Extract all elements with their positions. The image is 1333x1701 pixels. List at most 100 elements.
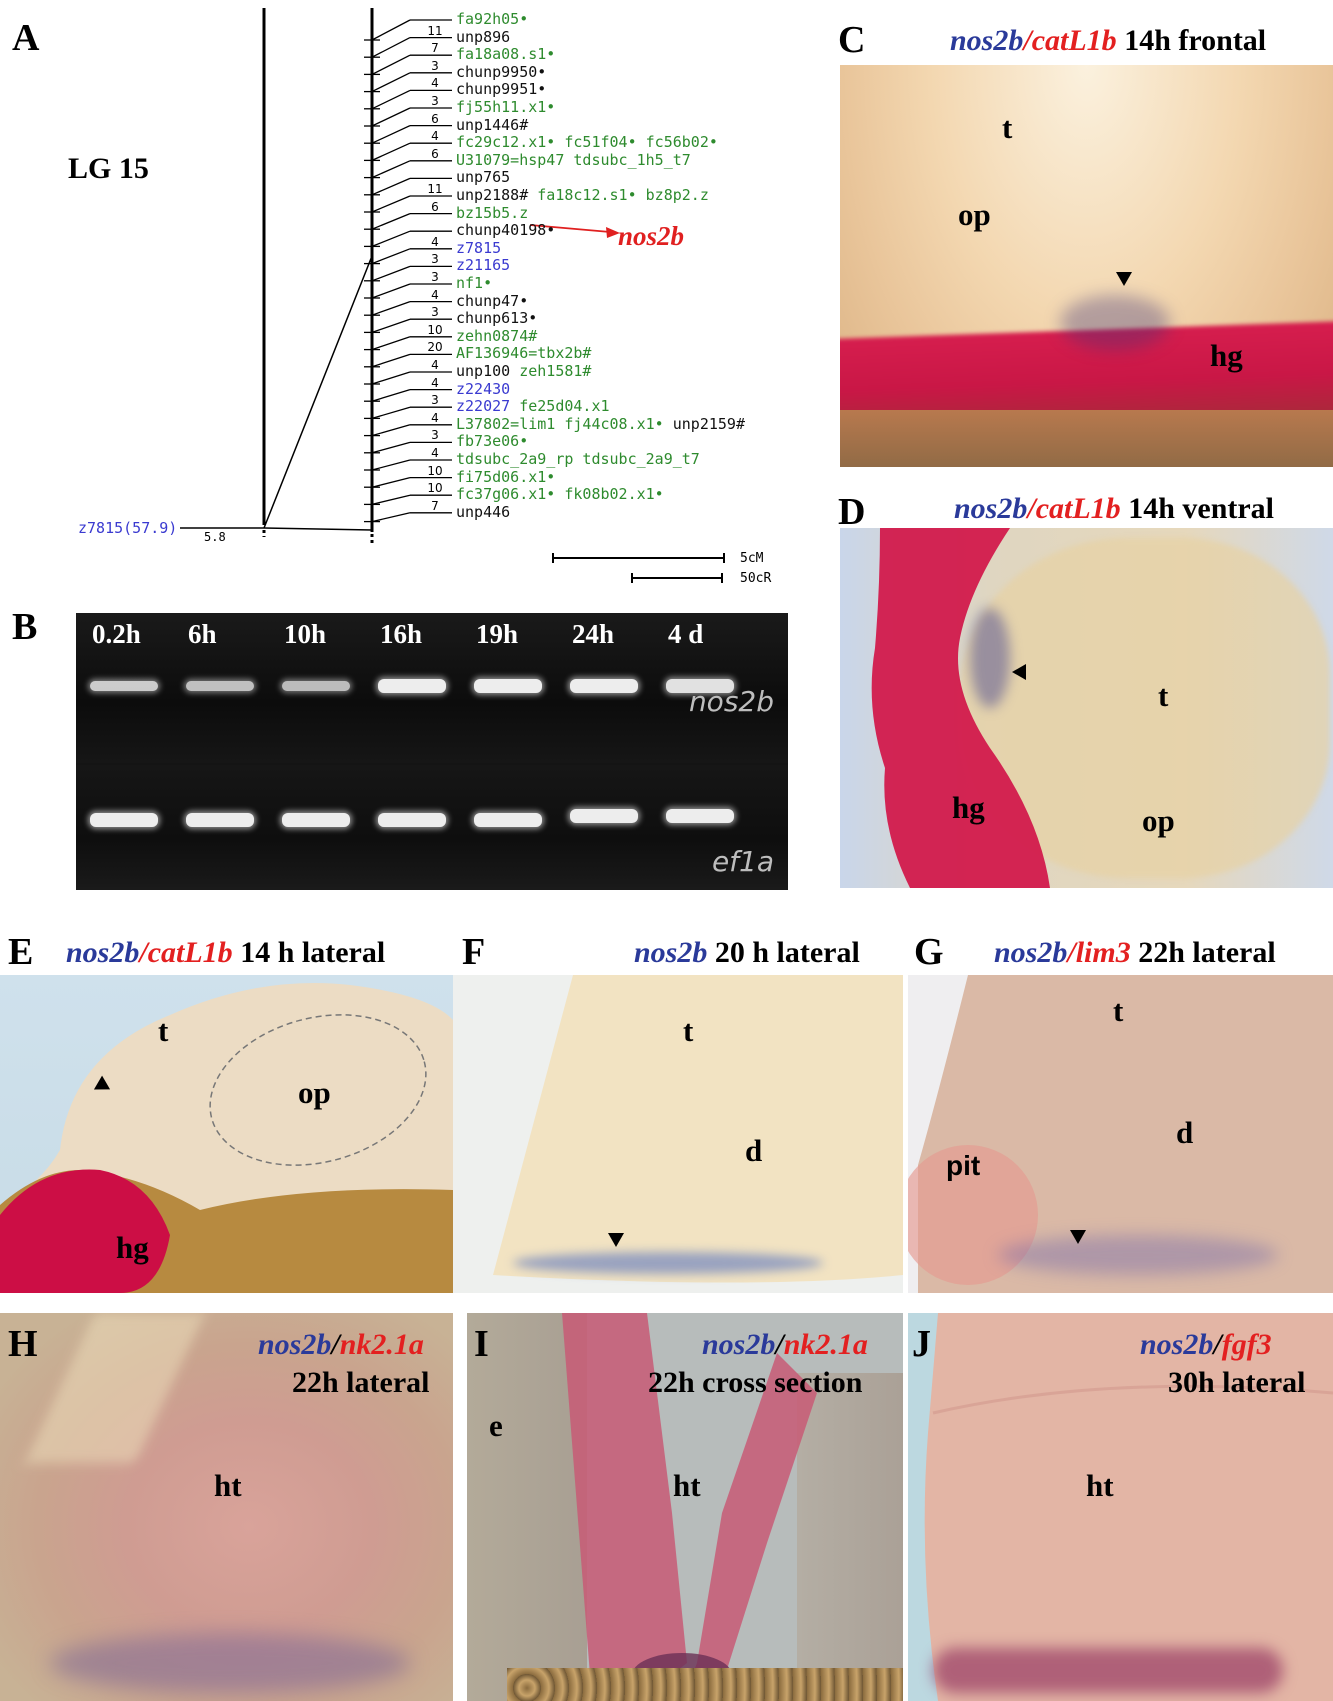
marker-8: U31079=hsp47 tdsubc_1h5_t7 bbox=[456, 150, 691, 169]
marker-count-3: 3 bbox=[431, 58, 439, 73]
marker-26: fi75d06.x1• bbox=[456, 467, 556, 486]
lane-label-5: 24h bbox=[572, 619, 615, 649]
marker-leader-18 bbox=[371, 336, 411, 351]
marker-leader-14 bbox=[371, 265, 411, 282]
marker-11: bz15b5.z bbox=[456, 203, 529, 222]
band-ef1a-0 bbox=[90, 813, 158, 827]
band-nos2b-2 bbox=[282, 681, 350, 691]
marker-count-23: 4 bbox=[431, 410, 439, 425]
label-t: t bbox=[683, 1013, 694, 1048]
marker-leader-2 bbox=[371, 54, 411, 75]
marker-count-5: 3 bbox=[431, 94, 439, 108]
label-op: op bbox=[1142, 803, 1175, 838]
marker-leader-10 bbox=[371, 195, 411, 213]
marker-count-1: 11 bbox=[427, 23, 443, 38]
marker-12: chunp40198• bbox=[456, 221, 556, 240]
marker-leader-12 bbox=[371, 230, 411, 248]
band-ef1a-1 bbox=[186, 813, 254, 827]
marker-count-16: 4 bbox=[431, 287, 439, 302]
marker-count-13: 4 bbox=[431, 234, 439, 249]
band-nos2b-5 bbox=[570, 679, 638, 693]
marker-24: fb73e06• bbox=[456, 432, 529, 451]
panel-label-h: H bbox=[8, 1323, 38, 1365]
panel-label-j: J bbox=[912, 1323, 931, 1365]
marker-count-17: 3 bbox=[431, 305, 439, 320]
linkage-map-lines bbox=[180, 8, 725, 583]
label-ht: ht bbox=[1086, 1468, 1114, 1503]
marker-4: chunp9951• bbox=[456, 80, 547, 99]
caption-i-genes: nos2b/nk2.1a bbox=[702, 1328, 868, 1361]
marker-count-22: 3 bbox=[431, 393, 439, 408]
panel-label-b: B bbox=[12, 606, 38, 648]
marker-28: unp446 bbox=[456, 502, 511, 521]
arrowhead-marker bbox=[1070, 1230, 1086, 1244]
caption-i-stage: 22h cross section bbox=[648, 1366, 863, 1399]
marker-leader-7 bbox=[371, 142, 411, 161]
marker-10: unp2188# fa18c12.s1• bz8p2.z bbox=[456, 186, 709, 204]
band-ef1a-3 bbox=[378, 813, 446, 827]
marker-leader-17 bbox=[371, 318, 411, 334]
image-f-lateral: t d bbox=[453, 975, 903, 1293]
marker-extra-10: fa18c12.s1• bz8p2.z bbox=[528, 186, 709, 204]
label-t: t bbox=[1113, 993, 1124, 1028]
band-ef1a-4 bbox=[474, 813, 542, 827]
marker-13: z7815 bbox=[456, 238, 502, 257]
arrowhead-marker bbox=[608, 1233, 624, 1247]
marker-leader-15 bbox=[371, 283, 411, 299]
marker-18: zehn0874# bbox=[456, 326, 538, 345]
label-hg: hg bbox=[952, 790, 985, 825]
caption-g: nos2b/lim3 22h lateral bbox=[994, 936, 1276, 969]
marker-0: fa92h05• bbox=[456, 10, 529, 28]
caption-h-stage: 22h lateral bbox=[292, 1366, 430, 1399]
marker-leader-23 bbox=[371, 424, 411, 437]
marker-leader-6 bbox=[371, 125, 411, 144]
marker-count-14: 3 bbox=[431, 252, 439, 267]
label-ht: ht bbox=[673, 1468, 701, 1503]
panel-label-a: A bbox=[12, 17, 40, 59]
band-ef1a-6 bbox=[666, 809, 734, 823]
lane-label-1: 6h bbox=[188, 619, 217, 649]
label-pit: pit bbox=[946, 1150, 981, 1181]
linkage-group-title: LG 15 bbox=[68, 152, 149, 185]
marker-27: fc37g06.x1• fk08b02.x1• bbox=[456, 485, 664, 504]
marker-9: unp765 bbox=[456, 168, 511, 187]
lane-label-6: 4 d bbox=[668, 619, 704, 649]
image-j-lateral: ht bbox=[908, 1313, 1333, 1701]
marker-count-10: 11 bbox=[427, 182, 443, 196]
marker-count-24: 3 bbox=[431, 428, 439, 443]
scale-cr-label: 50cR bbox=[740, 571, 772, 586]
marker-count-19: 20 bbox=[427, 340, 443, 355]
marker-count-7: 4 bbox=[431, 129, 439, 144]
marker-count-25: 4 bbox=[431, 446, 439, 460]
marker-20: unp100 zeh1581# bbox=[456, 362, 592, 380]
marker-22: z22027 fe25d04.x1 bbox=[456, 397, 610, 416]
label-hg: hg bbox=[116, 1230, 149, 1265]
band-nos2b-4 bbox=[474, 679, 542, 693]
panel-label-f: F bbox=[462, 931, 486, 973]
marker-leader-26 bbox=[371, 476, 411, 488]
left-marker-label: z7815(57.9) bbox=[78, 519, 178, 537]
marker-leader-28 bbox=[371, 512, 411, 523]
panel-label-g: G bbox=[914, 931, 944, 973]
band-nos2b-1 bbox=[186, 681, 254, 691]
caption-e: nos2b/catL1b 14 h lateral bbox=[66, 936, 386, 969]
arrowhead-marker bbox=[1012, 664, 1026, 680]
marker-23: L37802=lim1 fj44c08.x1• unp2159# bbox=[456, 414, 745, 433]
marker-leader-3 bbox=[371, 72, 411, 93]
marker-count-18: 10 bbox=[427, 322, 443, 337]
gel-gene-ef1a: ef1a bbox=[711, 845, 774, 878]
band-ef1a-5 bbox=[570, 809, 638, 823]
label-op: op bbox=[298, 1075, 331, 1110]
marker-count-26: 10 bbox=[427, 463, 443, 478]
marker-25: tdsubc_2a9_rp tdsubc_2a9_t7 bbox=[456, 450, 700, 468]
lane-label-4: 19h bbox=[476, 619, 519, 649]
marker-7: fc29c12.x1• fc51f04• fc56b02• bbox=[456, 133, 718, 152]
marker-leader-24 bbox=[371, 441, 411, 454]
band-nos2b-6 bbox=[666, 679, 734, 693]
marker-extra-20: zeh1581# bbox=[510, 362, 592, 380]
marker-leader-21 bbox=[371, 388, 411, 402]
marker-count-8: 6 bbox=[431, 146, 439, 161]
marker-leader-22 bbox=[371, 406, 411, 420]
image-h-lateral: ht bbox=[0, 1313, 453, 1701]
band-nos2b-3 bbox=[378, 679, 446, 693]
